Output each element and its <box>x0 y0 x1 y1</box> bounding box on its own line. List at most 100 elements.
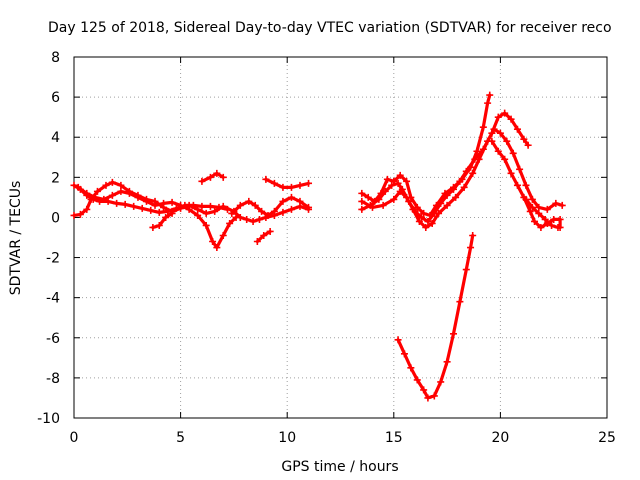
plus-marker <box>377 189 385 197</box>
plus-marker <box>162 213 170 221</box>
plus-marker <box>496 129 504 137</box>
plus-marker <box>424 217 432 225</box>
plus-marker <box>467 244 475 252</box>
y-tick-label: 8 <box>51 50 60 66</box>
plus-marker <box>279 197 287 205</box>
plus-marker <box>368 203 376 211</box>
plus-marker <box>93 187 101 195</box>
plus-marker <box>396 187 404 195</box>
series-track-11 <box>358 125 566 231</box>
plus-marker <box>83 189 91 197</box>
plus-marker <box>232 213 240 221</box>
plus-marker <box>528 195 536 203</box>
plus-marker <box>388 181 396 189</box>
plus-marker <box>108 178 116 186</box>
plus-marker <box>226 219 234 227</box>
plus-marker <box>407 364 415 372</box>
plus-marker <box>258 207 266 215</box>
plus-marker <box>151 201 159 209</box>
plus-marker <box>236 201 244 209</box>
x-axis-label: GPS time / hours <box>281 459 398 475</box>
series-line <box>360 127 564 230</box>
y-tick-label: 2 <box>51 170 60 186</box>
plus-marker <box>413 203 421 211</box>
plus-marker <box>202 221 210 229</box>
plus-marker <box>501 155 509 163</box>
plus-marker <box>358 189 366 197</box>
y-tick-label: -8 <box>46 371 60 387</box>
plus-marker <box>202 209 210 217</box>
plus-marker <box>142 197 150 205</box>
plus-marker <box>473 147 481 155</box>
plus-marker <box>209 238 217 246</box>
plus-marker <box>117 181 125 189</box>
plus-marker <box>524 141 532 149</box>
plus-marker <box>513 125 521 133</box>
plus-marker <box>541 215 549 223</box>
plus-marker <box>426 211 434 219</box>
plus-marker <box>185 205 193 213</box>
plus-marker <box>228 209 236 217</box>
plus-marker <box>113 199 121 207</box>
x-tick-label: 0 <box>70 430 79 446</box>
plus-marker <box>415 217 423 225</box>
plot-frame <box>73 56 608 419</box>
plus-marker <box>537 223 545 231</box>
plus-marker <box>424 394 432 402</box>
plus-marker <box>452 193 460 201</box>
plus-marker <box>296 181 304 189</box>
plus-marker <box>554 223 562 231</box>
plus-marker <box>479 123 487 131</box>
plus-marker <box>138 204 146 212</box>
plus-marker <box>245 197 253 205</box>
y-tick-label: 6 <box>51 90 60 106</box>
x-tick-label: 5 <box>176 430 185 446</box>
plus-marker <box>396 171 404 179</box>
plus-marker <box>507 115 515 123</box>
plus-marker <box>251 201 259 209</box>
plus-marker <box>305 179 313 187</box>
plus-marker <box>194 211 202 219</box>
plus-marker <box>168 209 176 217</box>
plus-marker <box>556 215 564 223</box>
x-tick-label: 25 <box>598 430 616 446</box>
plus-marker <box>390 195 398 203</box>
plus-marker <box>379 201 387 209</box>
plus-marker <box>390 177 398 185</box>
series-track-10 <box>358 91 494 219</box>
plus-marker <box>422 223 430 231</box>
plus-marker <box>155 221 163 229</box>
plus-marker <box>458 175 466 183</box>
series-track-3 <box>74 183 240 252</box>
x-tick-label: 15 <box>385 430 403 446</box>
plus-marker <box>535 203 543 211</box>
plus-marker <box>121 200 129 208</box>
plus-marker <box>213 244 221 252</box>
plus-marker <box>522 181 530 189</box>
series-track-6 <box>228 193 313 219</box>
plus-marker <box>531 217 539 225</box>
plus-marker <box>467 163 475 171</box>
plus-marker <box>270 207 278 215</box>
plus-marker <box>513 181 521 189</box>
plus-marker <box>494 113 502 121</box>
plus-marker <box>149 223 157 231</box>
plus-marker <box>488 137 496 145</box>
plus-marker <box>371 197 379 205</box>
plus-marker <box>432 201 440 209</box>
y-tick-label: -6 <box>46 331 60 347</box>
plus-marker <box>516 165 524 173</box>
series-track-8 <box>253 227 274 246</box>
plus-marker <box>403 177 411 185</box>
plus-marker <box>266 227 274 235</box>
plus-marker <box>364 193 372 201</box>
plus-marker <box>403 193 411 201</box>
plus-marker <box>249 217 257 225</box>
y-tick-label: 4 <box>51 130 60 146</box>
plus-marker <box>443 358 451 366</box>
plus-marker <box>543 205 551 213</box>
plus-marker <box>494 147 502 155</box>
plot-grid <box>74 57 607 418</box>
plus-marker <box>198 202 206 210</box>
